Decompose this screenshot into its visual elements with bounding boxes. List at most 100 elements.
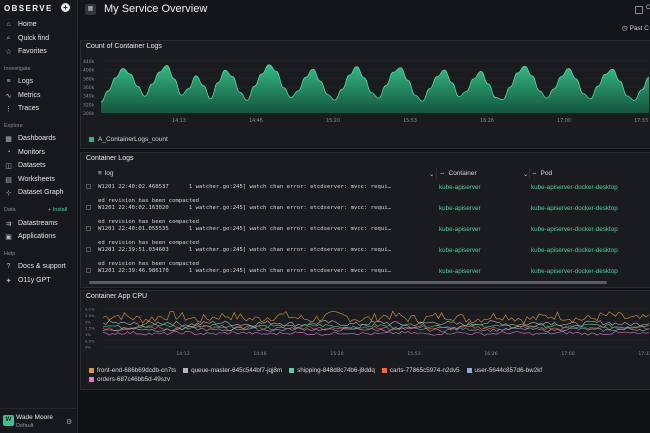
column-label: Container — [448, 170, 477, 177]
metrics-icon: ∿ — [5, 92, 12, 100]
pod-link[interactable]: kube-apiserver-docker-desktop — [531, 226, 618, 233]
cpu-series-line — [102, 330, 650, 336]
column-header-container[interactable]: ⇔ Container — [439, 168, 477, 179]
sidebar-item-metrics[interactable]: ∿ Metrics — [4, 90, 41, 101]
table-row[interactable]: W1201 22:40:01.055535 1 watcher.go:245] … — [81, 223, 650, 246]
applications-icon: ▣ — [5, 233, 12, 241]
container-link[interactable]: kube-apiserver — [439, 205, 481, 212]
legend-label: front-end-686b69dcdb-cn7ts — [97, 367, 177, 374]
install-link[interactable]: + Install — [48, 207, 68, 213]
table-row[interactable]: W1201 22:39:51.034603 1 watcher.go:245] … — [81, 244, 650, 267]
cpu-legend: front-end-686b69dcdb-cn7ts queue-master-6… — [89, 367, 629, 383]
new-button[interactable]: + — [61, 3, 70, 12]
table-row[interactable]: W1201 22:40:02.163020 1 watcher.go:245] … — [81, 202, 650, 225]
sidebar-item-label: Quick find — [18, 35, 50, 42]
sidebar-item-label: Datasets — [18, 162, 46, 169]
area-series-line — [100, 64, 650, 103]
sidebar-item-worksheets[interactable]: ▤ Worksheets — [4, 174, 55, 185]
traces-icon: ⋮ — [5, 105, 12, 113]
log-cell-continuation: ed revision has been compacted — [98, 261, 200, 267]
y-tick-label: 2.5% — [85, 313, 95, 318]
sidebar-item-monitors[interactable]: ◔ Monitors — [4, 147, 44, 158]
legend-item[interactable]: front-end-686b69dcdb-cn7ts — [89, 367, 176, 374]
y-tick-label: 400k — [83, 68, 95, 74]
row-checkbox[interactable] — [86, 205, 91, 210]
log-cell: W1201 22:40:02.163020 1 watcher.go:245] … — [98, 205, 391, 211]
column-menu-log[interactable]: ⌄ — [429, 168, 434, 179]
table-row[interactable]: W1201 22:40:02.468537 1 watcher.go:245] … — [81, 181, 650, 204]
table-row[interactable]: W1201 22:39:46.986170 1 watcher.go:245] … — [81, 265, 650, 279]
page-title: My Service Overview — [104, 3, 208, 15]
x-tick-label: 15:53 — [407, 351, 420, 357]
sidebar-item-label: Favorites — [18, 48, 47, 55]
column-header-log[interactable]: ≡ log — [98, 168, 113, 179]
sidebar-item-docs[interactable]: ? Docs & support — [4, 261, 66, 272]
sidebar-item-datasets[interactable]: ◫ Datasets — [4, 160, 46, 171]
column-label: Pod — [540, 170, 553, 177]
sidebar-item-label: Datastreams — [18, 220, 58, 227]
y-tick-label: 0.5% — [85, 338, 95, 343]
column-separator — [529, 168, 530, 179]
x-tick-label: 17:00 — [561, 351, 574, 357]
sidebar-item-label: Dashboards — [18, 135, 56, 142]
legend-item[interactable]: carts-77865c5974-n2dv5 — [381, 367, 460, 374]
pod-link[interactable]: kube-apiserver-docker-desktop — [531, 247, 618, 254]
x-tick-label: 17:33 — [638, 351, 650, 357]
sidebar-item-o11y-gpt[interactable]: ✦ O11y GPT — [4, 275, 51, 286]
time-range-picker[interactable]: ◷ Past C — [622, 24, 649, 32]
docs-icon: ? — [6, 263, 11, 270]
sidebar-item-logs[interactable]: ≡ Logs — [4, 76, 33, 87]
container-link[interactable]: kube-apiserver — [439, 226, 481, 233]
pod-link[interactable]: kube-apiserver-docker-desktop — [531, 205, 618, 212]
count-legend: A_ContainerLogs_count — [89, 136, 168, 143]
legend-swatch — [89, 368, 94, 373]
sidebar-item-home[interactable]: ⌂ Home — [4, 19, 36, 30]
user-menu[interactable]: W Wade Moore Default ⚙ — [0, 408, 78, 433]
sidebar-item-dashboards[interactable]: ▦ Dashboards — [4, 133, 56, 144]
panel-title: Count of Container Logs — [86, 43, 162, 50]
row-checkbox[interactable] — [86, 268, 91, 273]
legend-item[interactable]: queue-master-645c544bf7-jqj8m — [183, 367, 282, 374]
pod-link[interactable]: kube-apiserver-docker-desktop — [531, 184, 618, 191]
gpt-icon: ✦ — [5, 277, 12, 285]
container-link[interactable]: kube-apiserver — [439, 268, 481, 275]
cpu-series-line — [102, 323, 650, 330]
y-tick-label: 360k — [83, 85, 95, 91]
cpu-series-line — [102, 327, 650, 332]
x-tick-label: 14:13 — [172, 118, 186, 124]
observe-logo: OBSERVE — [4, 4, 53, 13]
container-link[interactable]: kube-apiserver — [439, 247, 481, 254]
legend-swatch — [89, 137, 94, 142]
star-icon: ☆ — [5, 48, 12, 56]
sidebar-item-label: Dataset Graph — [18, 189, 64, 196]
sidebar-item-label: O11y GPT — [18, 277, 51, 284]
clock-icon: ◷ — [622, 25, 630, 32]
row-checkbox[interactable] — [86, 247, 91, 252]
page-header: ▦ My Service Overview C ◷ Past C — [79, 0, 650, 40]
pod-link[interactable]: kube-apiserver-docker-desktop — [531, 268, 618, 275]
header-action-button[interactable]: C — [635, 5, 650, 14]
legend-label: user-5644c857d6-bw2kf — [474, 367, 543, 374]
sidebar-item-favorites[interactable]: ☆ Favorites — [4, 46, 47, 57]
x-tick-label: 15:53 — [403, 118, 417, 124]
log-cell-continuation: ed revision has been compacted — [98, 219, 200, 225]
cpu-series-line — [102, 310, 650, 325]
row-checkbox[interactable] — [86, 184, 91, 189]
sidebar-item-datastreams[interactable]: ⇉ Datastreams — [4, 218, 58, 229]
sidebar-item-dataset-graph[interactable]: ⊹ Dataset Graph — [4, 187, 64, 198]
sidebar-item-applications[interactable]: ▣ Applications — [4, 231, 56, 242]
sidebar-item-label: Worksheets — [18, 176, 55, 183]
sidebar-item-quick-find[interactable]: ⌕ Quick find — [4, 33, 50, 44]
container-link[interactable]: kube-apiserver — [439, 184, 481, 191]
legend-item[interactable]: user-5644c857d6-bw2kf — [466, 367, 543, 374]
legend-item[interactable]: orders-687c46bb5d-49szv — [89, 376, 170, 383]
gear-icon[interactable]: ⚙ — [66, 419, 73, 426]
explore-header: Explore — [4, 123, 23, 129]
column-header-pod[interactable]: ⇔ Pod — [531, 168, 552, 179]
sidebar-item-traces[interactable]: ⋮ Traces — [4, 103, 39, 114]
y-tick-label: 300k — [83, 111, 95, 117]
legend-item[interactable]: shipping-848d8c74b6-j8ddq — [289, 367, 375, 374]
horizontal-scrollbar[interactable] — [89, 281, 607, 284]
row-checkbox[interactable] — [86, 226, 91, 231]
column-menu-container[interactable]: ⌄ — [523, 168, 528, 179]
